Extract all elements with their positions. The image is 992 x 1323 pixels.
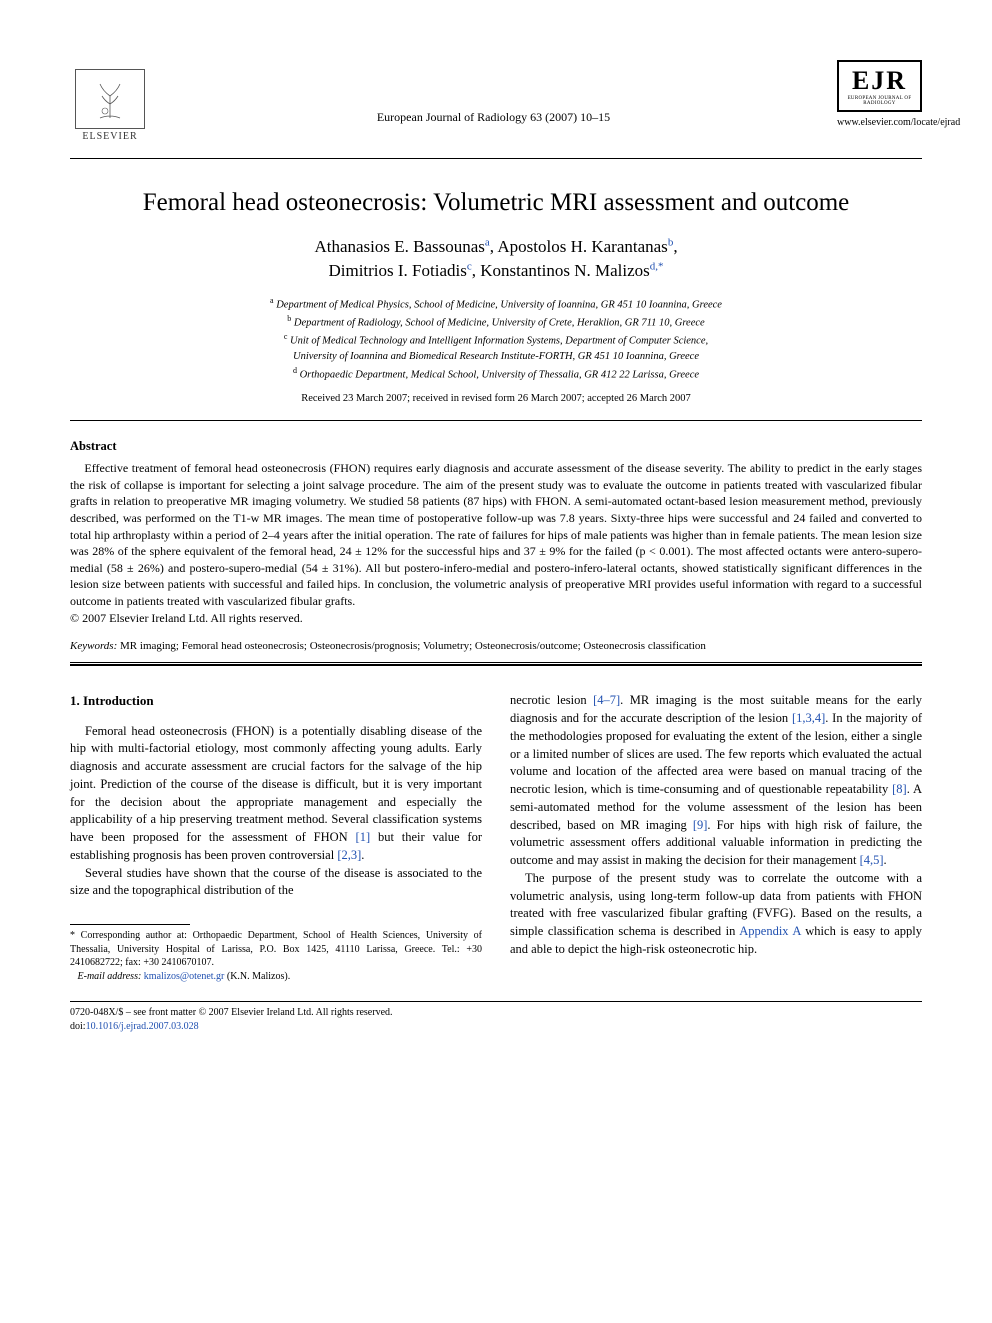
journal-url[interactable]: www.elsevier.com/locate/ejrad [837,117,922,128]
affiliations: a Department of Medical Physics, School … [70,295,922,384]
cite-2-3[interactable]: [2,3] [337,848,361,862]
intro-p1-cont: necrotic lesion [4–7]. MR imaging is the… [510,692,922,870]
author-sep: , Apostolos H. Karantanas [490,237,668,256]
ejr-box: EJR EUROPEAN JOURNAL OF RADIOLOGY [837,60,922,112]
keywords-rule [70,662,922,663]
publisher-logo: ELSEVIER [70,60,150,150]
keywords-text: MR imaging; Femoral head osteonecrosis; … [120,640,706,652]
keywords-label: Keywords: [70,640,117,652]
cite-4-7[interactable]: [4–7] [593,693,620,707]
doi-link[interactable]: 10.1016/j.ejrad.2007.03.028 [86,1021,199,1032]
bottom-info: 0720-048X/$ – see front matter © 2007 El… [70,1006,922,1033]
front-matter: 0720-048X/$ – see front matter © 2007 El… [70,1007,393,1018]
appendix-a-link[interactable]: Appendix A [739,924,800,938]
intro-p3: The purpose of the present study was to … [510,870,922,959]
abstract-copyright: © 2007 Elsevier Ireland Ltd. All rights … [70,611,922,626]
corresponding-email[interactable]: kmalizos@otenet.gr [144,971,225,982]
affil-a: Department of Medical Physics, School of… [276,299,722,310]
abstract-top-rule [70,420,922,421]
intro-p1: Femoral head osteonecrosis (FHON) is a p… [70,723,482,865]
article-title: Femoral head osteonecrosis: Volumetric M… [70,189,922,217]
body-columns: 1. Introduction Femoral head osteonecros… [70,692,922,983]
authors: Athanasios E. Bassounasa, Apostolos H. K… [70,235,922,283]
email-tail: (K.N. Malizos). [227,971,290,982]
bottom-rule [70,1001,922,1002]
abstract-text: Effective treatment of femoral head oste… [70,460,922,609]
cite-1[interactable]: [1] [356,830,371,844]
article-dates: Received 23 March 2007; received in revi… [70,393,922,404]
cite-8[interactable]: [8] [892,782,907,796]
cite-4-5[interactable]: [4,5] [860,853,884,867]
journal-logo: EJR EUROPEAN JOURNAL OF RADIOLOGY www.el… [837,60,922,128]
email-label: E-mail address: [78,971,142,982]
body-top-rule [70,664,922,666]
affil-d: Orthopaedic Department, Medical School, … [300,370,699,381]
ejr-abbrev: EJR [845,66,914,96]
journal-reference: European Journal of Radiology 63 (2007) … [150,60,837,125]
author-sep2: , [673,237,677,256]
cite-9[interactable]: [9] [693,818,708,832]
doi-prefix: doi: [70,1021,86,1032]
author-4-affil[interactable]: d,* [650,260,664,272]
section-1-heading: 1. Introduction [70,692,482,710]
affil-b: Department of Radiology, School of Medic… [294,317,705,328]
abstract: Abstract Effective treatment of femoral … [70,439,922,626]
author-1: Athanasios E. Bassounas [314,237,484,256]
elsevier-tree-icon [75,69,145,129]
header: ELSEVIER European Journal of Radiology 6… [70,60,922,150]
header-rule [70,158,922,159]
footnote-rule [70,924,190,925]
footnote-star: * [70,930,75,941]
keywords: Keywords: MR imaging; Femoral head osteo… [70,640,922,652]
abstract-heading: Abstract [70,439,922,454]
right-column: necrotic lesion [4–7]. MR imaging is the… [510,692,922,983]
footnote-text: Corresponding author at: Orthopaedic Dep… [70,930,482,968]
affil-c2: University of Ioannina and Biomedical Re… [293,351,699,362]
left-column: 1. Introduction Femoral head osteonecros… [70,692,482,983]
affil-c1: Unit of Medical Technology and Intellige… [290,336,708,347]
publisher-name: ELSEVIER [82,131,137,142]
author-sep3: , Konstantinos N. Malizos [472,261,650,280]
author-3: Dimitrios I. Fotiadis [328,261,466,280]
cite-1-3-4[interactable]: [1,3,4] [792,711,825,725]
corresponding-footnote: * Corresponding author at: Orthopaedic D… [70,929,482,983]
ejr-full: EUROPEAN JOURNAL OF RADIOLOGY [845,96,914,106]
intro-p2: Several studies have shown that the cour… [70,865,482,901]
